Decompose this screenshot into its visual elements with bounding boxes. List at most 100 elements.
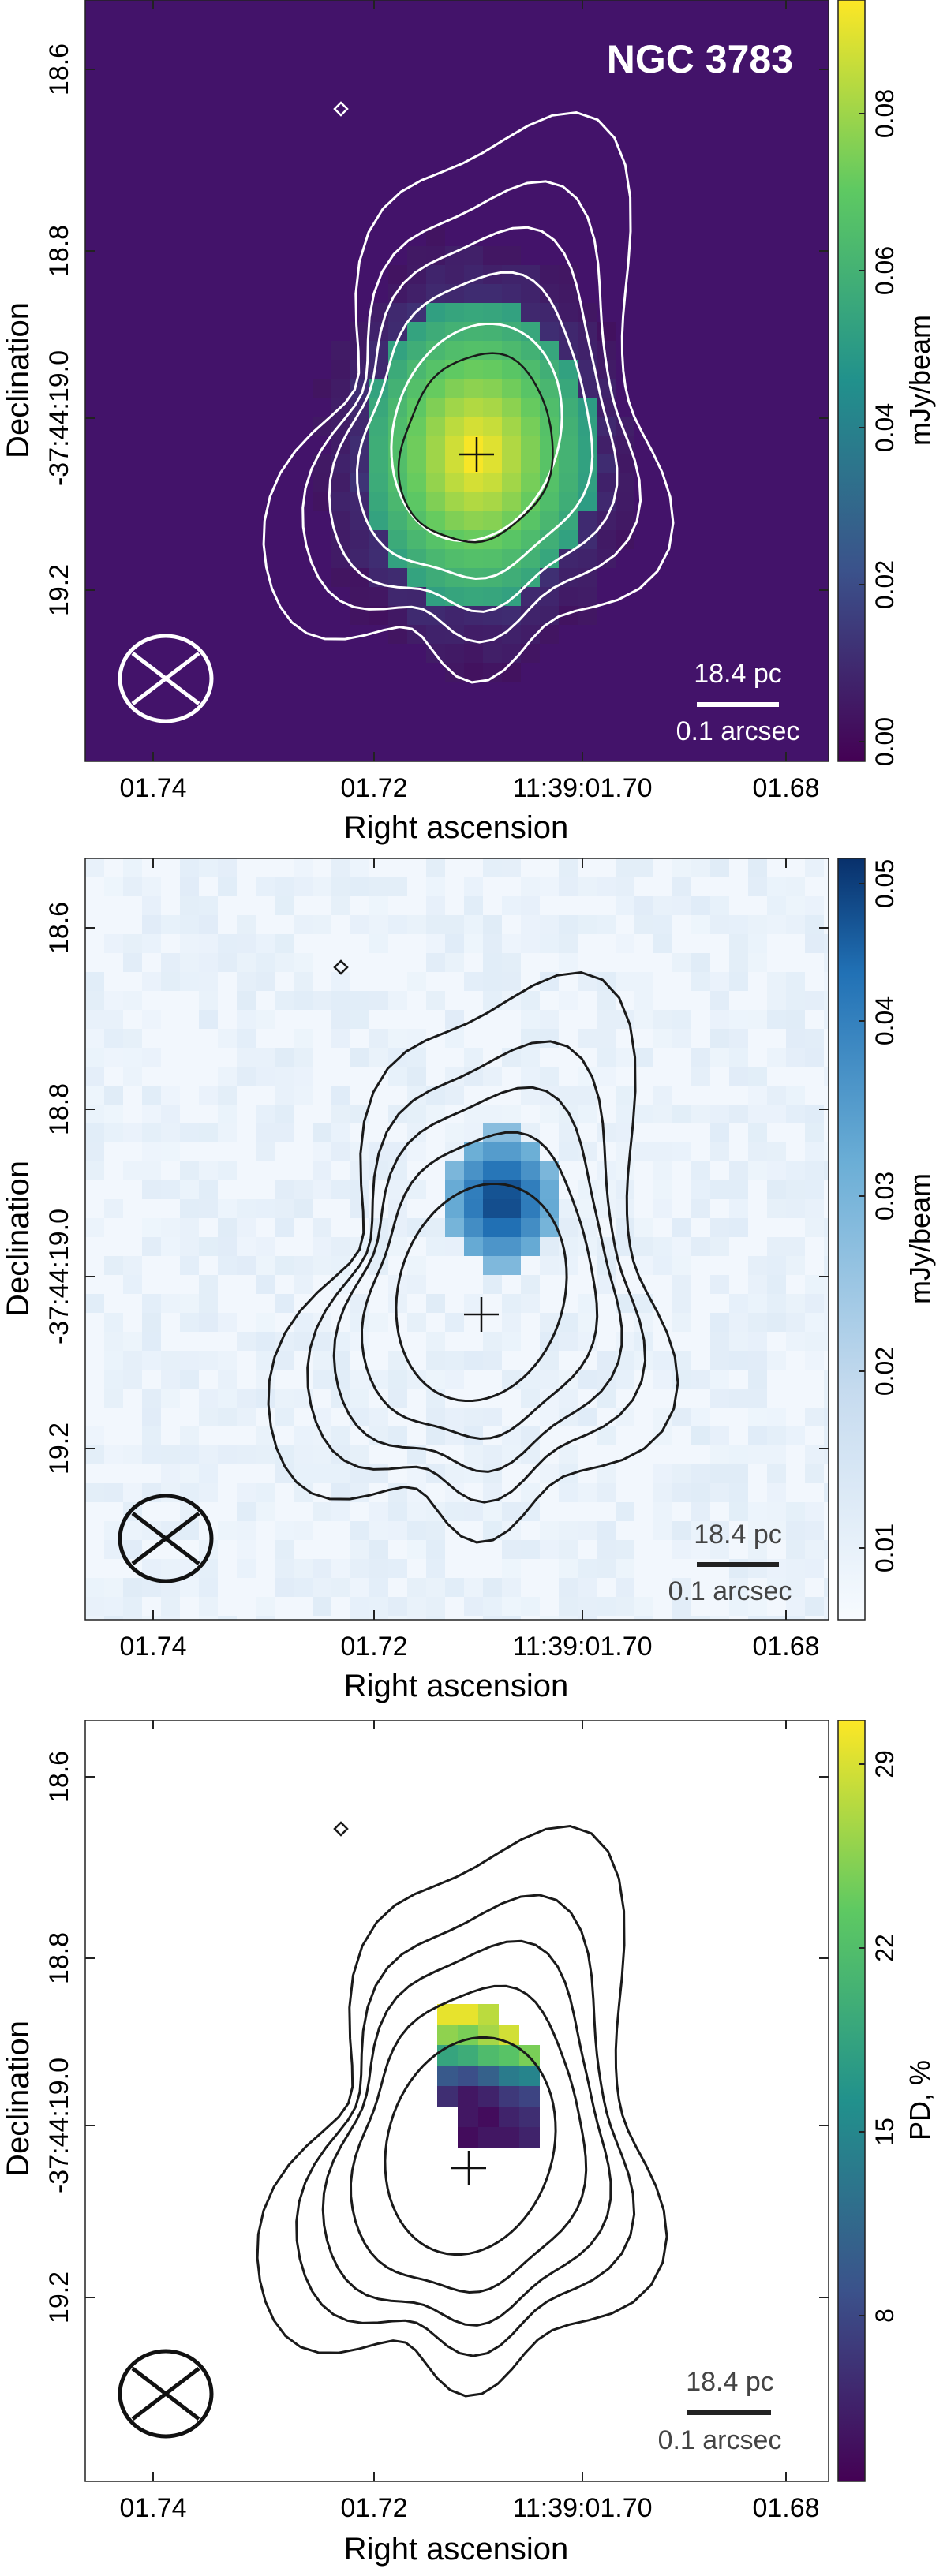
image-pixel: [521, 1294, 540, 1313]
image-pixel: [294, 1464, 313, 1483]
contour-line: [333, 1821, 349, 1837]
image-pixel: [521, 303, 540, 322]
image-pixel: [199, 1294, 218, 1313]
image-pixel: [123, 1483, 142, 1502]
image-pixel: [616, 1370, 634, 1389]
image-pixel: [786, 1313, 805, 1332]
image-pixel: [729, 1010, 748, 1029]
image-pixel: [350, 1199, 369, 1218]
image-pixel: [426, 511, 445, 530]
image-pixel: [767, 1616, 786, 1620]
image-pixel: [331, 1123, 350, 1142]
x-tick-label: 01.74: [119, 1632, 186, 1662]
image-pixel: [180, 896, 199, 915]
image-pixel: [237, 953, 256, 972]
image-pixel: [483, 454, 502, 473]
image-pixel: [313, 1123, 331, 1142]
image-pixel: [559, 284, 578, 303]
panel-polarization-degree: 18.4 pc 0.1 arcsec 01.74 01.72 11:39:01.…: [0, 1720, 947, 2576]
pd-pixel: [519, 2045, 540, 2066]
image-pixel: [294, 1048, 313, 1067]
image-pixel: [767, 877, 786, 896]
image-pixel: [218, 1067, 237, 1086]
image-pixel: [275, 991, 294, 1010]
image-pixel: [313, 1237, 331, 1256]
image-pixel: [256, 972, 275, 991]
image-pixel: [805, 1275, 824, 1294]
image-pixel: [805, 1597, 824, 1616]
image-pixel: [653, 1521, 672, 1540]
image-pixel: [388, 915, 407, 934]
image-pixel: [748, 1408, 767, 1426]
contour-line: [301, 180, 642, 644]
image-pixel: [483, 1142, 502, 1161]
image-pixel: [559, 1142, 578, 1161]
image-pixel: [691, 1616, 710, 1620]
colorbar-label: mJy/beam: [904, 1173, 936, 1304]
image-pixel: [653, 1161, 672, 1180]
image-pixel: [653, 1370, 672, 1389]
image-pixel: [350, 858, 369, 877]
x-ticks: [152, 1720, 787, 2481]
image-pixel: [521, 877, 540, 896]
image-pixel: [483, 284, 502, 303]
image-pixel: [256, 877, 275, 896]
scale-bar: 18.4 pc 0.1 arcsec: [668, 1520, 792, 1606]
image-pixel: [502, 1597, 521, 1616]
image-pixel: [672, 1029, 691, 1048]
image-pixel: [256, 1275, 275, 1294]
image-pixel: [369, 877, 388, 896]
image-pixel: [767, 1313, 786, 1332]
image-pixel: [748, 1426, 767, 1445]
image-pixel: [407, 284, 426, 303]
image-pixel: [407, 1105, 426, 1123]
image-pixel: [407, 1502, 426, 1521]
image-pixel: [369, 1578, 388, 1597]
image-pixel: [407, 530, 426, 549]
cross-marker: [459, 437, 494, 472]
image-pixel: [313, 1142, 331, 1161]
image-pixel: [502, 1616, 521, 1620]
image-pixel: [388, 991, 407, 1010]
image-pixel: [767, 1161, 786, 1180]
image-pixel: [824, 1389, 829, 1408]
image-pixel: [597, 1010, 616, 1029]
image-pixel: [331, 379, 350, 398]
image-pixel: [483, 492, 502, 511]
image-pixel: [672, 1275, 691, 1294]
image-pixel: [142, 1180, 161, 1199]
image-pixel: [445, 436, 464, 454]
image-pixel: [369, 417, 388, 436]
image-pixel: [710, 1142, 729, 1161]
image-pixel: [502, 1332, 521, 1351]
image-pixel: [350, 1521, 369, 1540]
image-pixel: [767, 1408, 786, 1426]
image-pixel: [786, 877, 805, 896]
image-pixel: [616, 1180, 634, 1199]
image-pixel: [142, 1142, 161, 1161]
image-pixel: [218, 1616, 237, 1620]
image-pixel: [161, 1294, 180, 1313]
image-pixel: [369, 1408, 388, 1426]
image-pixel: [672, 1237, 691, 1256]
image-pixel: [407, 322, 426, 341]
image-pixel: [483, 436, 502, 454]
image-pixel: [369, 1521, 388, 1540]
image-pixel: [445, 1502, 464, 1521]
image-pixel: [559, 379, 578, 398]
scalebar-pc-label: 18.4 pc: [694, 659, 782, 689]
image-pixel: [502, 1559, 521, 1578]
image-pixel: [559, 1086, 578, 1105]
image-pixel: [483, 1199, 502, 1218]
image-pixel: [331, 1502, 350, 1521]
image-pixel: [805, 1559, 824, 1578]
image-pixel: [313, 1180, 331, 1199]
image-pixel: [767, 896, 786, 915]
image-pixel: [616, 511, 634, 530]
image-pixel: [85, 1067, 104, 1086]
image-pixel: [426, 1521, 445, 1540]
image-pixel: [559, 991, 578, 1010]
image-pixel: [180, 1123, 199, 1142]
image-pixel: [104, 934, 123, 953]
image-pixel: [521, 436, 540, 454]
